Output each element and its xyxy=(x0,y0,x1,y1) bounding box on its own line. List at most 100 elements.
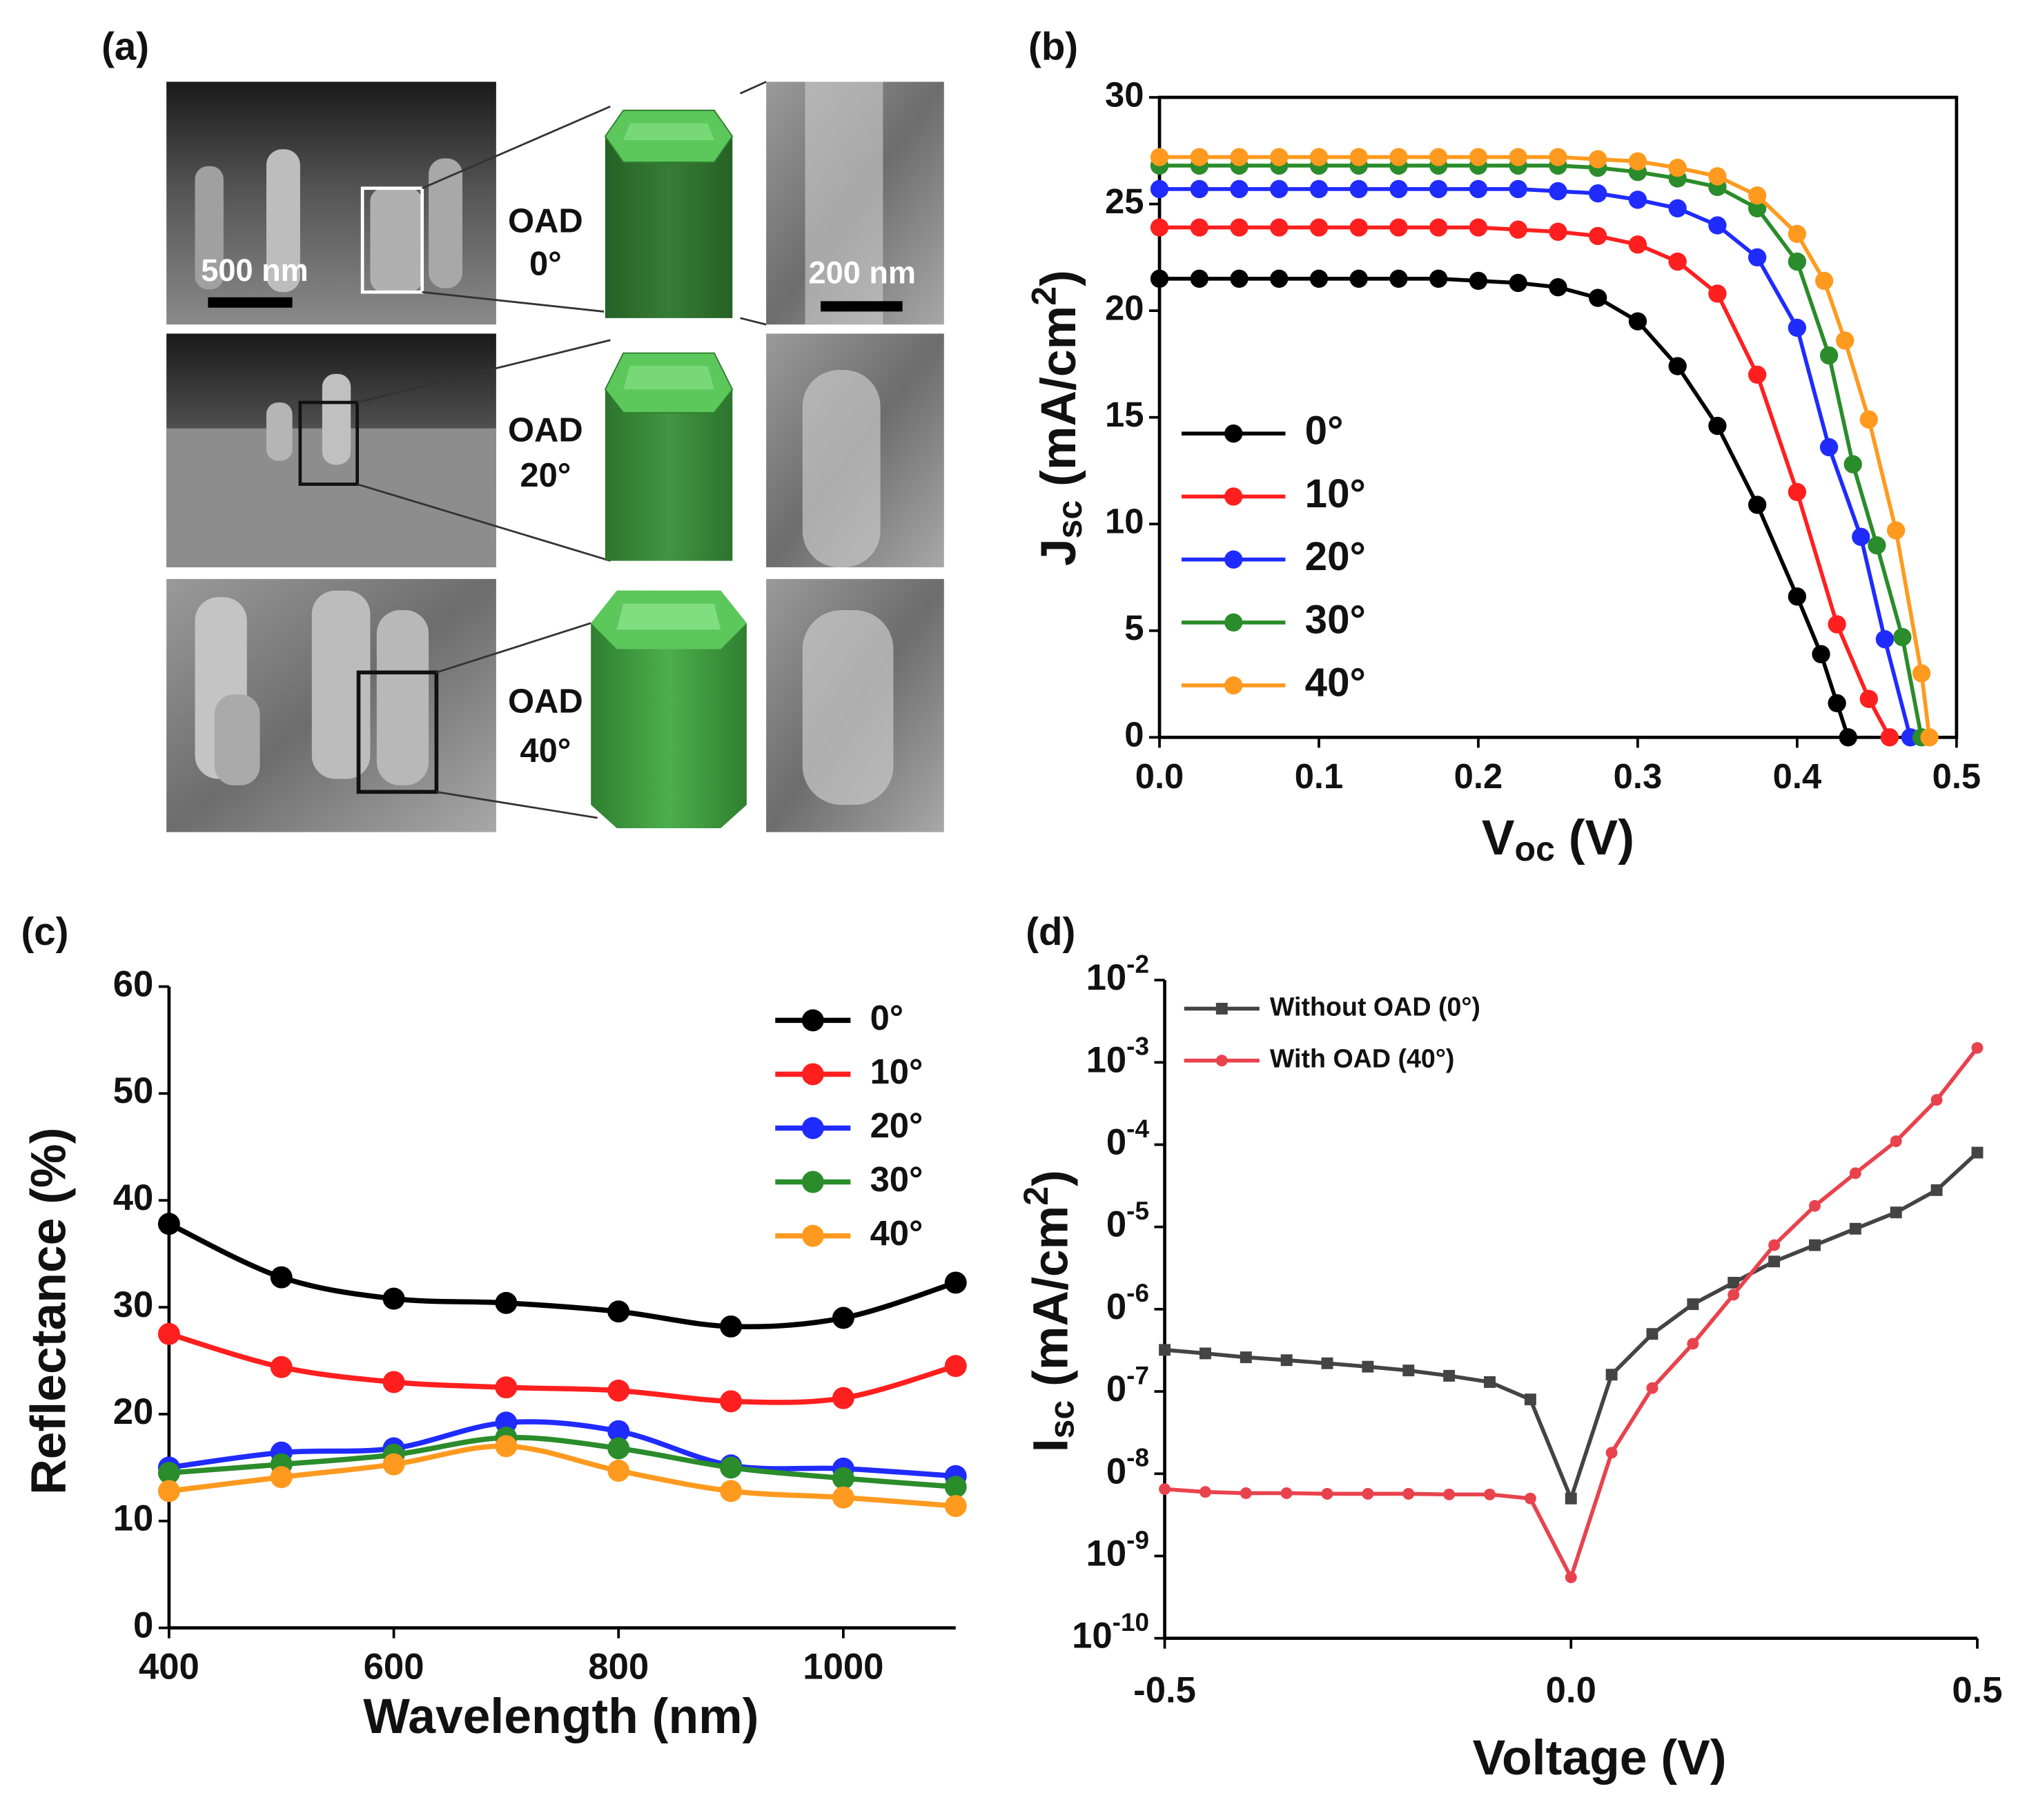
legend-label: 40° xyxy=(1305,661,1366,705)
legend-marker xyxy=(801,1117,824,1139)
marker xyxy=(157,1462,180,1485)
series-line xyxy=(168,1435,957,1489)
legend-marker xyxy=(1215,1055,1228,1067)
tick-exponent: -3 xyxy=(1126,1032,1149,1060)
marker xyxy=(157,1480,180,1503)
tick-base: 0 xyxy=(1106,1369,1126,1409)
pillar xyxy=(311,590,371,779)
marker xyxy=(1270,148,1289,166)
marker xyxy=(1646,1328,1658,1340)
legend-marker xyxy=(1224,676,1243,695)
series-line xyxy=(1159,225,1892,738)
pillar xyxy=(429,158,462,288)
marker xyxy=(1849,1222,1861,1235)
marker xyxy=(1349,179,1368,199)
tick-base: 10 xyxy=(1086,957,1127,998)
marker xyxy=(1605,1369,1618,1381)
oad-angle: 40° xyxy=(520,732,571,770)
legend-label: 10° xyxy=(1305,471,1366,516)
legend-label: 0° xyxy=(1305,409,1344,453)
marker xyxy=(1748,199,1767,217)
pillar xyxy=(266,149,300,293)
marker xyxy=(1280,1487,1293,1499)
oad-label: OAD xyxy=(508,411,583,449)
marker xyxy=(1890,1206,1902,1219)
marker xyxy=(607,1459,630,1482)
marker xyxy=(1429,269,1448,288)
x-tick-label: 0.0 xyxy=(1135,756,1184,796)
x-tick-label: 0.3 xyxy=(1614,756,1663,796)
marker xyxy=(1628,312,1647,331)
marker xyxy=(1190,218,1208,237)
y-tick-label: 0 xyxy=(133,1605,153,1646)
zoom-box xyxy=(360,186,424,294)
y-tick-label: 5 xyxy=(1124,608,1144,647)
y-tick-label: 10-3 xyxy=(1086,1032,1149,1080)
marker xyxy=(1389,148,1408,166)
marker xyxy=(1362,1360,1374,1373)
panel-label: (d) xyxy=(1026,910,1075,953)
marker xyxy=(1150,218,1169,237)
marker xyxy=(832,1467,854,1489)
marker xyxy=(1199,1347,1211,1360)
marker xyxy=(1190,269,1208,288)
x-axis-label: Wavelength (nm) xyxy=(363,1689,758,1744)
y-axis-label: Reflectance (%) xyxy=(21,1128,76,1495)
marker xyxy=(832,1307,854,1329)
marker xyxy=(1280,1354,1293,1367)
marker xyxy=(1443,1488,1456,1500)
marker xyxy=(1509,179,1527,199)
label-part: 2 xyxy=(1025,286,1064,306)
label-part: (mA/cm xyxy=(1031,306,1086,500)
marker xyxy=(1443,1369,1456,1382)
label-part: J xyxy=(1031,538,1086,566)
marker xyxy=(832,1387,854,1409)
pillar xyxy=(195,166,224,290)
tick-exponent: -5 xyxy=(1126,1197,1149,1225)
marker xyxy=(1708,167,1727,186)
tick-exponent: -2 xyxy=(1126,950,1149,978)
marker xyxy=(1819,438,1839,457)
marker xyxy=(1549,148,1567,166)
pillar xyxy=(376,610,429,785)
marker xyxy=(1819,346,1839,365)
marker xyxy=(1230,179,1249,199)
marker xyxy=(157,1322,180,1345)
marker xyxy=(1727,1289,1740,1301)
series-line xyxy=(1164,1151,1979,1505)
legend-marker xyxy=(1224,424,1243,443)
marker xyxy=(1159,1483,1171,1496)
marker xyxy=(1912,664,1931,683)
marker xyxy=(1429,218,1448,237)
marker xyxy=(1402,1487,1415,1500)
marker xyxy=(944,1271,967,1294)
marker xyxy=(1852,527,1870,546)
oad-label: OAD xyxy=(508,683,583,720)
x-tick-label: 400 xyxy=(139,1647,199,1687)
marker xyxy=(1930,1184,1943,1196)
marker xyxy=(1589,184,1607,203)
marker xyxy=(1190,179,1208,199)
marker xyxy=(1668,199,1687,217)
tick-exponent: -10 xyxy=(1113,1608,1149,1636)
marker xyxy=(1668,357,1687,375)
y-tick-label: 10-10 xyxy=(1072,1608,1149,1656)
marker xyxy=(1565,1492,1577,1505)
marker xyxy=(1549,182,1567,201)
marker xyxy=(1828,615,1846,634)
marker xyxy=(720,1315,743,1338)
scale-bar-label: 500 nm xyxy=(201,253,309,288)
marker xyxy=(720,1390,743,1413)
y-tick-label: 25 xyxy=(1105,182,1144,221)
marker xyxy=(1240,1351,1252,1364)
marker xyxy=(1469,218,1488,237)
marker xyxy=(1524,1492,1536,1505)
y-tick-label: 15 xyxy=(1105,395,1144,434)
marker xyxy=(1768,1239,1781,1251)
tick-base: 0 xyxy=(1106,1451,1126,1491)
x-tick-label: 0.1 xyxy=(1295,756,1344,796)
marker xyxy=(720,1456,743,1479)
marker xyxy=(1748,496,1767,514)
marker xyxy=(270,1266,293,1289)
marker xyxy=(944,1495,967,1518)
